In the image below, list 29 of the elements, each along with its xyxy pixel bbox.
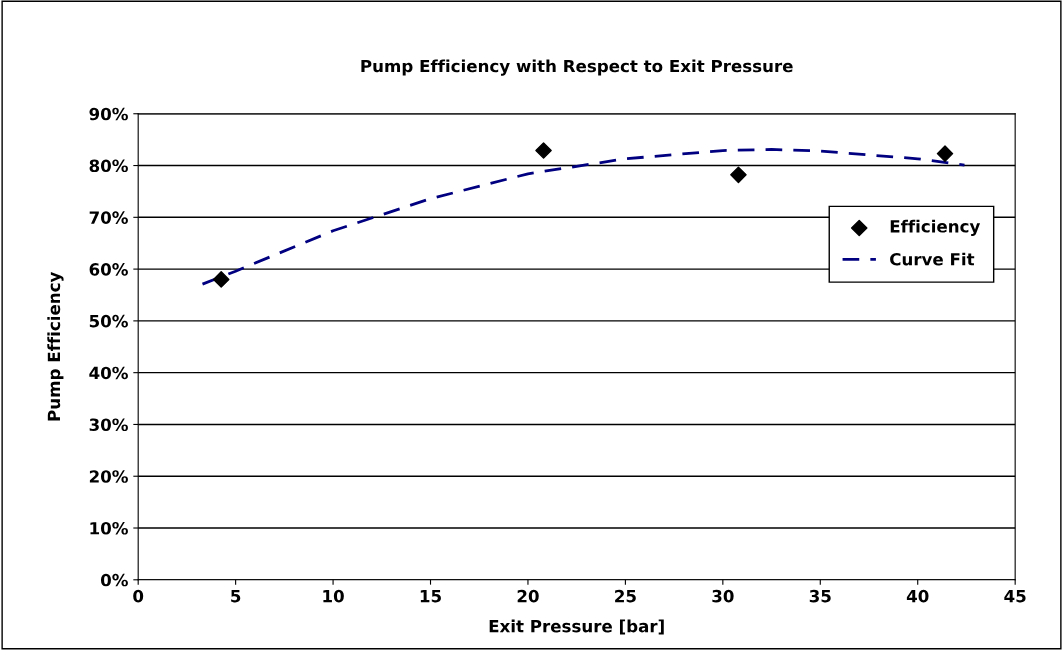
- x-tick-label: 20: [517, 589, 539, 603]
- x-tick-label: 40: [906, 589, 929, 603]
- point: [212, 271, 230, 288]
- x-tick-label: 45: [1004, 590, 1026, 603]
- x-tick-label: 15: [420, 590, 441, 603]
- y-tick-label: 30%: [89, 418, 128, 432]
- x-axis-title: Exit Pressure [bar]: [489, 619, 664, 635]
- point: [730, 166, 747, 184]
- y-tick-label: 50%: [89, 314, 128, 328]
- x-tick-label: 35: [809, 589, 831, 603]
- y-tick-label: 40%: [89, 366, 128, 380]
- x-tick-label: 10: [323, 589, 344, 603]
- chart-title: Pump Efficiency with Respect to Exit Pressure: [361, 59, 793, 76]
- point: [535, 142, 552, 159]
- x-tick-label: 5: [231, 590, 241, 603]
- y-tick-label: 0%: [100, 573, 128, 587]
- x-tick-label: 25: [615, 589, 636, 603]
- y-tick-label: 70%: [89, 211, 128, 224]
- y-tick-label: 80%: [89, 159, 128, 173]
- y-axis-title: Pump Efficiency: [47, 271, 64, 421]
- x-tick-label: 0: [133, 589, 144, 603]
- y-tick-label: 10%: [90, 521, 128, 535]
- x-tick-label: 30: [712, 589, 734, 603]
- legend-label: Efficiency: [890, 219, 981, 236]
- legend-label: Curve Fit: [890, 252, 975, 266]
- y-tick-label: 90%: [89, 107, 128, 121]
- y-tick-label: 20%: [89, 470, 128, 483]
- y-tick-label: 60%: [89, 263, 128, 276]
- point: [936, 145, 954, 162]
